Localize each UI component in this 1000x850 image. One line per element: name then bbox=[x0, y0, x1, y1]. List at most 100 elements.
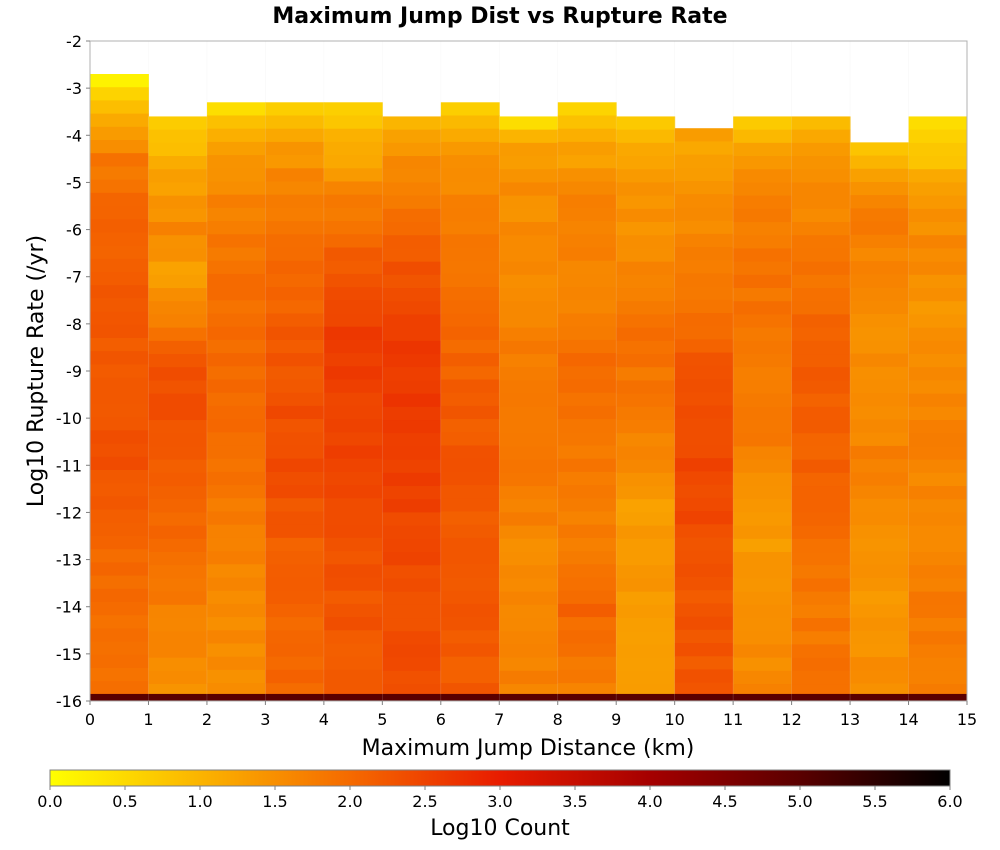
heatmap-cell bbox=[499, 156, 559, 170]
heatmap-cell bbox=[791, 142, 851, 157]
heatmap-cell bbox=[382, 156, 442, 170]
heatmap-cell bbox=[733, 169, 793, 183]
heatmap-cell bbox=[850, 274, 910, 289]
heatmap-cell bbox=[850, 445, 910, 460]
x-tick-label: 11 bbox=[723, 710, 743, 729]
heatmap-cell bbox=[850, 247, 910, 262]
heatmap-cell bbox=[908, 446, 968, 461]
x-tick-label: 15 bbox=[957, 710, 977, 729]
heatmap-cell bbox=[499, 578, 559, 593]
heatmap-cell bbox=[616, 235, 676, 249]
heatmap-cell bbox=[908, 222, 968, 236]
heatmap-cell bbox=[557, 168, 617, 182]
heatmap-cell bbox=[323, 128, 383, 143]
x-tick-label: 2 bbox=[202, 710, 212, 729]
heatmap-cell-bottom-row bbox=[148, 693, 208, 701]
heatmap-cell bbox=[557, 128, 617, 143]
heatmap-cell bbox=[850, 551, 910, 566]
heatmap-cell bbox=[499, 367, 559, 381]
heatmap-cell bbox=[90, 417, 149, 431]
heatmap-cell bbox=[440, 339, 500, 354]
heatmap-cell bbox=[733, 538, 793, 553]
heatmap-cell bbox=[674, 339, 734, 354]
heatmap-cell bbox=[206, 577, 266, 592]
heatmap-cell bbox=[265, 485, 325, 499]
heatmap-cell bbox=[440, 432, 500, 446]
heatmap-cell bbox=[90, 351, 149, 365]
heatmap-cell bbox=[206, 564, 266, 578]
heatmap-cell bbox=[265, 656, 325, 671]
heatmap-cell bbox=[90, 87, 149, 101]
heatmap-cell bbox=[323, 669, 383, 684]
heatmap-cell bbox=[323, 405, 383, 420]
heatmap-cell bbox=[908, 472, 968, 487]
heatmap-cell bbox=[791, 604, 851, 619]
heatmap-cell bbox=[382, 182, 442, 197]
heatmap-cell bbox=[733, 340, 793, 355]
heatmap-cell bbox=[499, 472, 559, 487]
heatmap-cell bbox=[733, 420, 793, 434]
heatmap-cell bbox=[850, 234, 910, 249]
heatmap-cell bbox=[440, 353, 500, 367]
heatmap-cell bbox=[616, 274, 676, 289]
y-tick-label: -13 bbox=[56, 551, 82, 570]
heatmap-cell bbox=[206, 221, 266, 235]
heatmap-cell bbox=[908, 261, 968, 276]
heatmap-cell bbox=[674, 260, 734, 274]
heatmap-cell bbox=[557, 155, 617, 169]
heatmap-cell bbox=[265, 194, 325, 209]
heatmap-cell bbox=[908, 235, 968, 249]
heatmap-cell bbox=[557, 630, 617, 644]
heatmap-cell bbox=[206, 511, 266, 526]
heatmap-cell bbox=[674, 326, 734, 340]
heatmap-cell bbox=[265, 630, 325, 644]
y-tick-label: -11 bbox=[56, 456, 82, 475]
heatmap-cell bbox=[265, 102, 325, 116]
x-tick-label: 1 bbox=[143, 710, 153, 729]
heatmap-cell bbox=[674, 484, 734, 499]
heatmap-cell bbox=[616, 499, 676, 513]
heatmap-cell-bottom-row bbox=[557, 693, 617, 701]
heatmap-cell bbox=[499, 195, 559, 210]
heatmap-cell bbox=[616, 142, 676, 157]
heatmap-cell bbox=[557, 405, 617, 420]
heatmap-cell bbox=[499, 591, 559, 606]
heatmap-cell bbox=[265, 366, 325, 380]
heatmap-cell bbox=[616, 472, 676, 487]
heatmap-cell bbox=[440, 141, 500, 156]
heatmap-cell bbox=[265, 273, 325, 288]
heatmap-cell bbox=[616, 670, 676, 685]
heatmap-cell bbox=[616, 618, 676, 632]
heatmap-cell bbox=[499, 631, 559, 645]
heatmap-cell bbox=[733, 208, 793, 223]
heatmap-cell bbox=[674, 550, 734, 565]
heatmap-cell bbox=[440, 313, 500, 328]
heatmap-cell bbox=[499, 314, 559, 329]
heatmap-cell bbox=[206, 445, 266, 460]
heatmap-cell bbox=[557, 115, 617, 130]
heatmap-cell bbox=[908, 420, 968, 434]
heatmap-cell bbox=[850, 511, 910, 526]
heatmap-cell bbox=[206, 247, 266, 262]
heatmap-cell bbox=[323, 551, 383, 565]
heatmap-cell bbox=[323, 485, 383, 499]
heatmap-cell bbox=[382, 354, 442, 368]
heatmap-cell bbox=[206, 471, 266, 486]
heatmap-cell bbox=[733, 604, 793, 619]
heatmap-cell bbox=[206, 287, 266, 301]
heatmap-cell bbox=[733, 644, 793, 659]
heatmap-cell bbox=[850, 406, 910, 421]
heatmap-cell bbox=[148, 631, 208, 645]
heatmap-cell bbox=[850, 657, 910, 671]
heatmap-cell bbox=[733, 354, 793, 368]
heatmap-cell bbox=[674, 418, 734, 433]
heatmap-cell bbox=[674, 669, 734, 684]
y-tick-label: -14 bbox=[56, 598, 82, 617]
heatmap-cell bbox=[850, 564, 910, 579]
heatmap-cell bbox=[265, 669, 325, 684]
heatmap-cell bbox=[90, 285, 149, 299]
heatmap-cell bbox=[440, 260, 500, 275]
heatmap-cell bbox=[674, 141, 734, 156]
heatmap-cell bbox=[616, 367, 676, 381]
heatmap-cell bbox=[733, 393, 793, 408]
